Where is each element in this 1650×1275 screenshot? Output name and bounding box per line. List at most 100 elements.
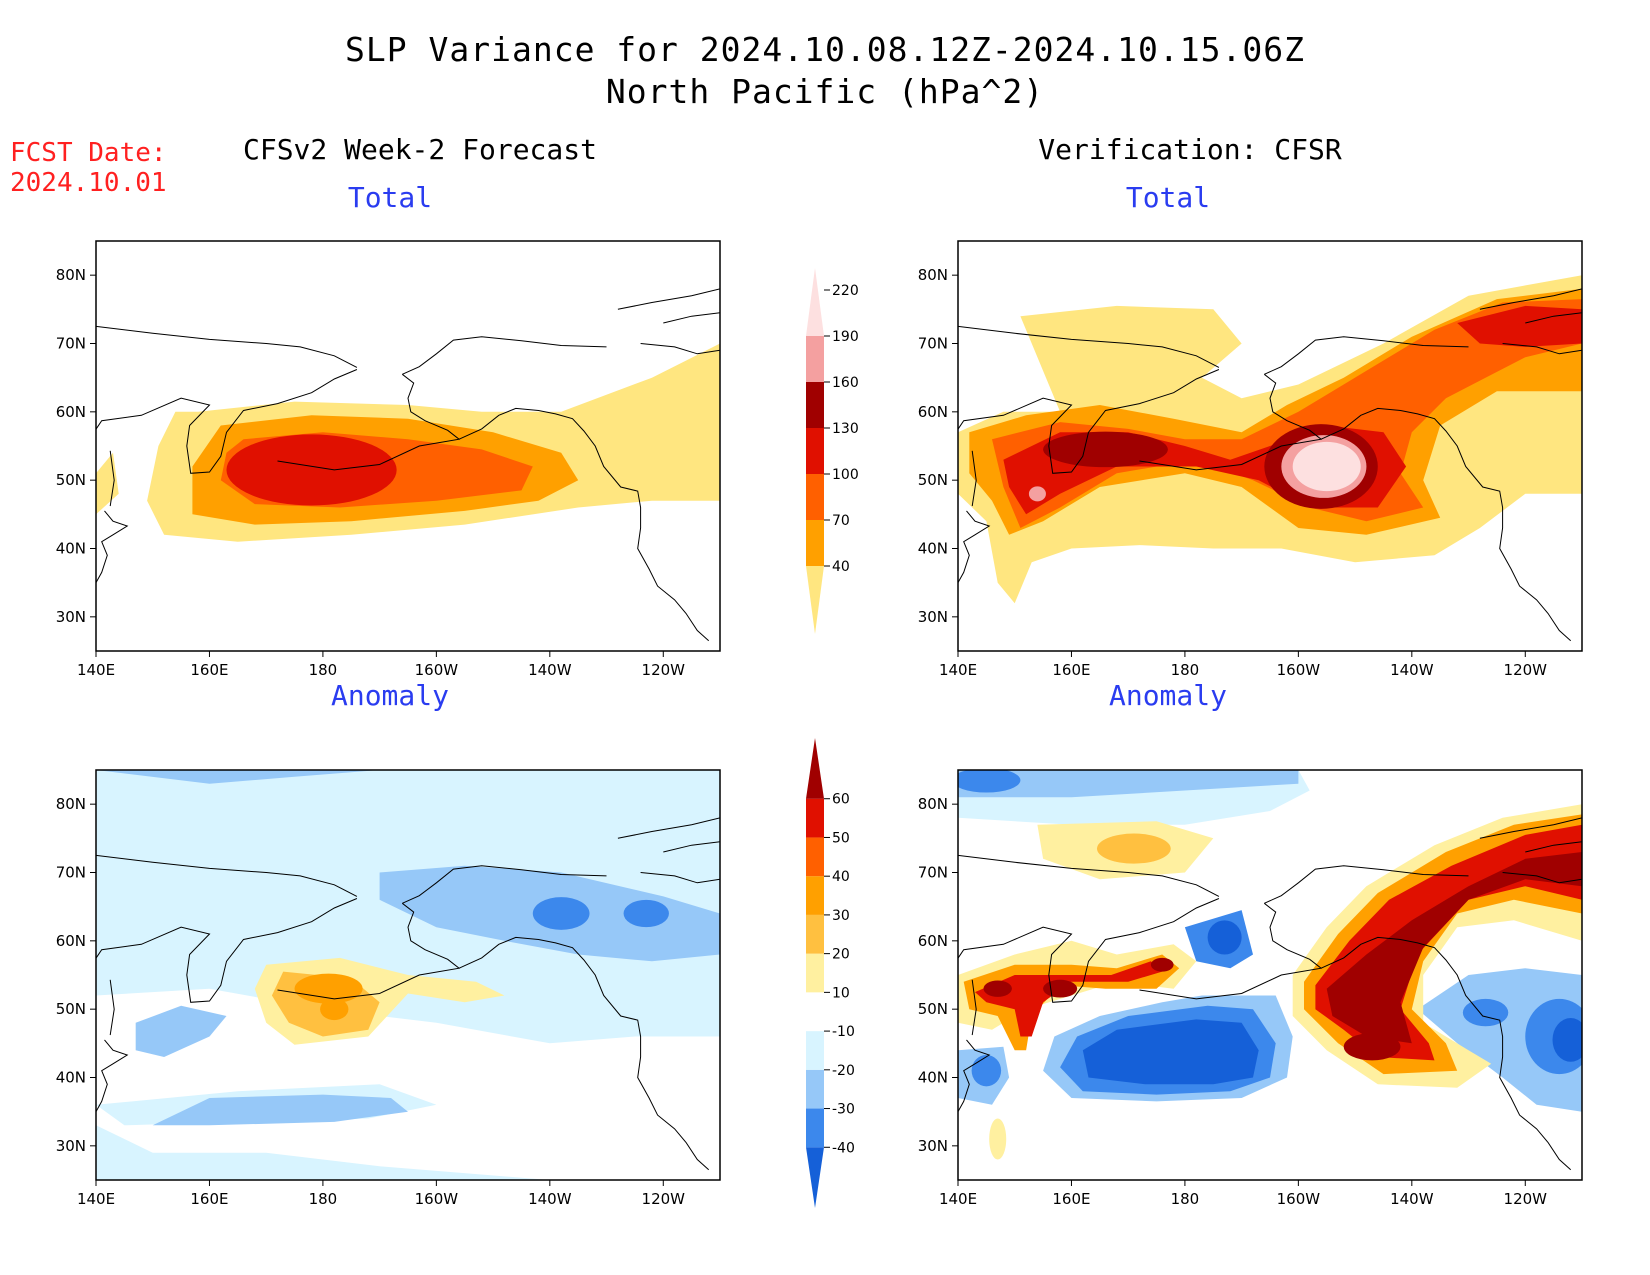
verification-anomaly-map-lon-label: 140E xyxy=(939,1190,977,1208)
forecast-anomaly-map-lat-label: 30N xyxy=(56,1137,86,1155)
forecast-anomaly-map-coastline xyxy=(277,902,461,1000)
forecast-anomaly-map-coastline xyxy=(402,865,607,904)
verification-anomaly-map: 140E 160E 180 160W 140W 120W 80N 70N 60N 50N 40N 30… xyxy=(918,769,1583,1208)
colorbar-anomaly-label: 30 xyxy=(832,908,850,924)
forecast-total-map-coastline xyxy=(277,373,461,471)
colorbar-anomaly-swatch xyxy=(806,1031,824,1070)
forecast-total-map-lon-label: 140W xyxy=(528,661,572,679)
verification-total-map-coastline xyxy=(1264,336,1469,375)
colorbar-anomaly-label: -10 xyxy=(832,1024,855,1040)
forecast-anomaly-map-lat-label: 40N xyxy=(56,1069,86,1087)
forecast-total-map-coastline xyxy=(663,312,720,324)
forecast-anomaly-map-lon-label: 120W xyxy=(642,1190,686,1208)
forecast-total-map-coastline xyxy=(96,510,129,584)
colorbar-total-label: 100 xyxy=(832,467,859,483)
panel-title-forecast-total: Total xyxy=(347,181,433,214)
verification-anomaly-map-lat-label: 50N xyxy=(918,1000,948,1018)
colorbar-total-label: 130 xyxy=(832,421,859,437)
verification-anomaly-dark-blue-central xyxy=(1082,1019,1259,1085)
forecast-total-map-coastline xyxy=(96,369,358,474)
verification-anomaly-red-west xyxy=(975,961,1163,1037)
verification-anomaly-map-coastline xyxy=(958,898,1220,1003)
verification-anomaly-light-blue-east xyxy=(1417,968,1582,1112)
verification-total-map-coastline xyxy=(1139,373,1323,471)
verification-total-map-lat-label: 30N xyxy=(918,608,948,626)
colorbar-anomaly-label: -30 xyxy=(832,1102,855,1118)
forecast-anomaly-light-blue-west xyxy=(135,1005,227,1057)
verification-anomaly-map-frame xyxy=(957,769,1583,1181)
forecast-total-map-coastline xyxy=(402,336,607,375)
forecast-total-map-lon-label: 160W xyxy=(415,661,459,679)
forecast-total-map: 140E 160E 180 160W 140W 120W 80N 70N 60N 50N 40N 30… xyxy=(56,240,721,679)
colorbar-anomaly-swatch xyxy=(806,798,824,838)
verification-total-map-lat-label: 60N xyxy=(918,403,948,421)
forecast-anomaly-map-lon-label: 180 xyxy=(309,1190,338,1208)
verification-total-map-coastline xyxy=(958,369,1220,474)
verification-anomaly-map-coastline xyxy=(958,1039,991,1113)
colorbar-total-swatch xyxy=(806,566,824,634)
colorbar-anomaly-label: 10 xyxy=(832,985,850,1001)
colorbar-anomaly-label: -20 xyxy=(832,1063,855,1079)
verification-anomaly-dark-red-west xyxy=(983,980,1012,997)
verification-total-map-lon-label: 140E xyxy=(939,661,977,679)
forecast-anomaly-mid-blue-1 xyxy=(532,897,590,930)
verification-total-100 xyxy=(992,299,1582,528)
verification-anomaly-map-lat-label: 80N xyxy=(918,795,948,813)
verification-anomaly-pale-yellow-south xyxy=(989,1118,1007,1160)
forecast-anomaly-neutral xyxy=(96,988,720,1180)
forecast-total-map-lon-label: 180 xyxy=(309,661,338,679)
verification-anomaly-map-coastline xyxy=(1525,841,1582,853)
forecast-total-map-lon-label: 160E xyxy=(190,661,228,679)
forecast-anomaly-map-coastline xyxy=(458,936,710,1171)
verification-total-map-coastline xyxy=(1502,343,1582,355)
verification-anomaly-dark-red-west-2 xyxy=(1043,979,1078,998)
forecast-anomaly-map-lat-label: 50N xyxy=(56,1000,86,1018)
forecast-anomaly-light-blue-north xyxy=(96,770,380,784)
verification-total-220 xyxy=(1292,441,1361,492)
forecast-anomaly-map-lon-label: 160E xyxy=(190,1190,228,1208)
colorbar-anomaly: -40 -30 -20 -10 10 20 30 40 50 60 xyxy=(806,738,855,1208)
verification-total-map-coastline xyxy=(958,510,991,584)
forecast-total-map-coastline xyxy=(109,450,115,507)
colorbar-anomaly-label: 60 xyxy=(832,792,850,808)
forecast-total-map-lat-label: 80N xyxy=(56,266,86,284)
forecast-anomaly-map-lon-label: 140W xyxy=(528,1190,572,1208)
forecast-date-value: 2024.10.01 xyxy=(10,168,167,198)
colorbar-total-swatch xyxy=(806,336,824,382)
colorbar-anomaly-swatch xyxy=(806,837,824,877)
forecast-date: FCST Date: 2024.10.01 xyxy=(10,138,167,198)
verification-total-130-arctic xyxy=(1457,305,1582,347)
verification-anomaly-mid-blue-east-2 xyxy=(1462,998,1509,1027)
forecast-anomaly-map-lat-label: 80N xyxy=(56,795,86,813)
colorbar-anomaly-label: 20 xyxy=(832,947,850,963)
forecast-total-map-coastline xyxy=(640,343,720,355)
colorbar-total-swatch xyxy=(806,268,824,336)
forecast-anomaly-map-lon-label: 160W xyxy=(415,1190,459,1208)
verification-anomaly-map-coastline xyxy=(1264,865,1469,904)
verification-anomaly-map-lon-label: 140W xyxy=(1390,1190,1434,1208)
verification-total-map-lat-label: 40N xyxy=(918,540,948,558)
verification-anomaly-dark-red-south xyxy=(1343,1033,1401,1061)
colorbar-total-label: 190 xyxy=(832,329,859,345)
verification-total-map-coastline xyxy=(1479,288,1582,310)
verification-total-map-field xyxy=(958,241,1582,651)
verification-total-map-lon-label: 160E xyxy=(1052,661,1090,679)
colorbar-anomaly-label: 40 xyxy=(832,869,850,885)
colorbar-anomaly-swatch xyxy=(806,876,824,915)
verification-total-190-small xyxy=(1028,486,1046,502)
verification-anomaly-light-orange-north xyxy=(1096,833,1171,864)
colorbar-anomaly-swatch xyxy=(806,914,824,954)
verification-anomaly-map-lat-label: 70N xyxy=(918,864,948,882)
forecast-anomaly-map-coastline xyxy=(663,841,720,853)
forecast-total-map-field xyxy=(96,241,720,651)
colorbar-total-label: 220 xyxy=(832,283,859,299)
forecast-total-map-lat-label: 50N xyxy=(56,471,86,489)
verification-anomaly-map-coastline xyxy=(1502,872,1582,884)
colorbar-total-swatch xyxy=(806,428,824,474)
verification-total-map-coastline xyxy=(1320,407,1572,642)
forecast-anomaly-map-coastline xyxy=(96,854,358,897)
colorbar-anomaly-label: 50 xyxy=(832,830,850,846)
colorbar-anomaly-swatch xyxy=(806,992,824,1032)
forecast-anomaly-map-lat-label: 60N xyxy=(56,932,86,950)
